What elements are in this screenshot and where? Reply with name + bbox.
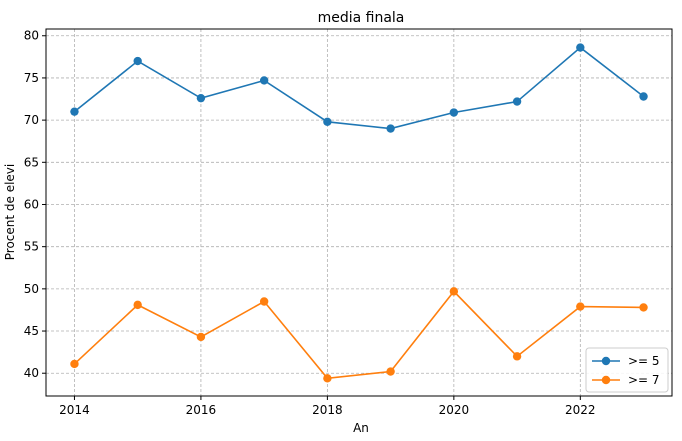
data-point <box>512 352 522 361</box>
chart-title: media finala <box>318 10 405 26</box>
data-point <box>512 97 522 106</box>
data-point <box>576 302 585 311</box>
y-tick-label: 55 <box>24 240 39 254</box>
y-tick-label: 70 <box>24 113 39 127</box>
legend-label: >= 5 <box>628 354 660 368</box>
data-point <box>639 303 648 312</box>
x-tick-label: 2022 <box>565 403 596 417</box>
x-axis-label: An <box>353 421 369 435</box>
x-tick-label: 2014 <box>59 403 90 417</box>
data-point <box>70 359 79 369</box>
y-tick-label: 80 <box>24 29 39 43</box>
data-point <box>449 108 459 117</box>
data-point <box>133 300 142 310</box>
data-point <box>196 93 206 103</box>
data-point <box>70 107 79 116</box>
series-line <box>73 46 645 130</box>
x-tick-label: 2018 <box>312 403 343 417</box>
x-tick-label: 2020 <box>439 403 470 417</box>
series-layer <box>70 43 648 383</box>
data-point <box>449 287 459 296</box>
legend-marker <box>601 356 611 366</box>
data-point <box>386 124 395 133</box>
data-point <box>576 43 585 52</box>
data-point <box>323 117 332 127</box>
series-2 <box>70 287 648 383</box>
y-tick-label: 65 <box>24 155 39 169</box>
y-tick-label: 75 <box>24 71 39 85</box>
legend: >= 5 >= 7 <box>585 347 669 393</box>
data-point <box>133 56 142 66</box>
y-tick-label: 60 <box>24 197 39 211</box>
data-point <box>196 332 206 342</box>
legend-marker <box>601 375 611 385</box>
grid <box>46 29 672 396</box>
legend-label: >= 7 <box>628 373 660 387</box>
legend-item: >= 5 <box>592 354 660 368</box>
series-line <box>73 290 644 380</box>
y-axis-label: Procent de elevi <box>3 164 17 261</box>
legend-item: >= 7 <box>592 373 660 387</box>
data-point <box>323 374 332 383</box>
data-point <box>259 76 269 85</box>
data-point <box>259 297 269 306</box>
y-tick-label: 50 <box>24 282 39 296</box>
y-tick-label: 40 <box>24 366 39 380</box>
axis-ticks: 2014 2016 2018 2020 2022 40 45 50 55 60 65 70 75 80 <box>24 29 596 417</box>
data-point <box>639 92 648 101</box>
y-tick-label: 45 <box>24 324 39 338</box>
x-tick-label: 2016 <box>186 403 217 417</box>
plot-frame <box>45 28 673 397</box>
data-point <box>386 367 395 376</box>
series-1 <box>70 43 648 133</box>
